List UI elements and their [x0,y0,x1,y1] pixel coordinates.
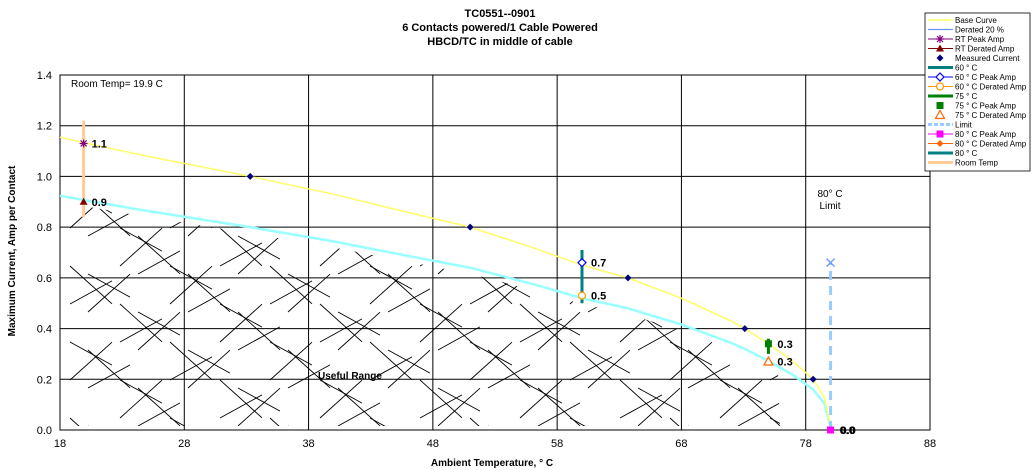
room-temp-annotation: Room Temp= 19.9 C [71,79,163,90]
x-tick-label: 48 [427,438,439,450]
chart-title-line-2: 6 Contacts powered/1 Cable Powered [402,22,598,34]
c60-derated-point [577,291,587,300]
y-tick-label: 0.6 [37,273,52,285]
derated-curve-line [59,194,832,428]
legend-marker [936,130,944,138]
legend-label: Measured Current [955,54,1020,63]
legend-label: 60 ° C [955,64,978,73]
legend-entry: 60 ° C Peak Amp [928,72,1017,82]
c80-peak-data-label: 0.0 [840,425,855,437]
legend-label: RT Derated Amp [955,45,1015,54]
gridlines [60,75,930,430]
x-tick-label: 68 [675,438,687,450]
c75-peak-data-label: 0.3 [777,339,792,351]
x-tick-label: 18 [54,438,66,450]
legend-label: Base Curve [955,16,997,25]
c75-derated-data-label: 0.3 [777,357,792,369]
legend-label: Derated 20 % [955,26,1004,35]
legend-entry: Derated 20 % [928,26,1004,35]
x-tick-label: 58 [551,438,563,450]
plot-frame [59,74,931,431]
measured-current-point [624,274,632,282]
chart-title-line-1: TC0551--0901 [465,8,536,20]
legend-entry: RT Derated Amp [928,44,1015,54]
y-tick-label: 0.2 [37,374,52,386]
legend-label: 60 ° C Derated Amp [955,83,1027,92]
limit-annotation-line-1: 80° C [817,189,842,200]
legend-label: Room Temp [955,159,999,168]
legend-entry: 75 ° C [928,92,978,101]
c60-peak-point [577,257,587,268]
legend-entry: 80 ° C [928,149,978,158]
legend-entry: Measured Current [936,54,1020,63]
legend-label: 75 ° C [955,92,978,101]
legend-label: 60 ° C Peak Amp [955,73,1017,82]
measured-current-point [809,375,817,383]
legend-entry: 60 ° C Derated Amp [928,82,1027,92]
c60-derated-data-label: 0.5 [591,291,606,303]
legend-marker [935,72,945,82]
measured-current-point [246,172,254,180]
legend-entry: Room Temp [928,159,999,168]
y-tick-label: 0.0 [37,425,52,437]
base-curve-line [59,136,832,428]
legend-marker [936,35,944,43]
y-tick-label: 1.4 [37,70,52,82]
rt-derated-point [79,197,88,205]
legend-label: RT Peak Amp [955,35,1005,44]
legend-marker [936,54,944,62]
y-tick-label: 1.0 [37,171,52,183]
rt-derated-data-label: 0.9 [92,197,107,209]
legend-label: 80 ° C Peak Amp [955,130,1017,139]
measured-current-point [466,223,474,231]
x-tick-label: 38 [302,438,314,450]
plot-area [59,74,931,431]
legend-entry: 75 ° C Derated Amp [934,109,1027,120]
y-axis-label: Maximum Current, Amp per Contact [7,165,18,336]
x-tick-label: 28 [178,438,190,450]
chart-title-line-3: HBCD/TC in middle of cable [427,36,572,48]
legend-marker [936,44,944,52]
x-axis-label: Ambient Temperature, ° C [431,458,553,469]
legend-marker [936,140,944,147]
legend-entry: 80 ° C Peak Amp [928,130,1017,139]
c75-peak-point [764,340,772,348]
legend-label: Limit [955,121,973,130]
rt-peak-point [79,139,88,148]
legend-marker [934,109,946,120]
legend-label: 75 ° C Derated Amp [955,111,1027,120]
chart-title: TC0551--0901 6 Contacts powered/1 Cable … [402,8,598,48]
legend-label: 75 ° C Peak Amp [955,102,1017,111]
y-tick-label: 1.2 [37,121,52,133]
y-tick-label: 0.8 [37,222,52,234]
useful-range-annotation: Useful Range [318,371,382,382]
c75-derated-point [762,355,774,366]
x-tick-label: 88 [924,438,936,450]
c80-derated-data-label: 0.0 [841,425,856,437]
rt-peak-data-label: 1.1 [92,138,107,150]
legend-entry: Limit [928,121,973,130]
legend-entry: Base Curve [928,16,997,25]
series-layer: 1.10.90.70.50.30.30.00.0 [59,120,856,437]
limit-annotation-line-2: Limit [819,201,840,212]
axis-ticks: 18 28 38 48 58 68 78 88 0.0 0.2 0.4 0.6 0.8 1.0 1.2 1.4 [37,70,936,450]
x-tick-label: 78 [800,438,812,450]
legend-marker [935,82,945,91]
legend-entry: 80 ° C Derated Amp [928,140,1027,149]
legend-entry: 60 ° C [928,64,978,73]
legend-label: 80 ° C [955,149,978,158]
legend-entry: RT Peak Amp [928,35,1005,44]
c80-peak-point [827,426,835,434]
limit-top-marker [826,258,836,268]
y-tick-label: 0.4 [37,324,52,336]
measured-current-point [741,325,749,333]
legend-label: 80 ° C Derated Amp [955,140,1027,149]
legend-entry: 75 ° C Peak Amp [936,102,1017,111]
c60-peak-data-label: 0.7 [591,258,606,270]
legend-marker [936,102,944,109]
